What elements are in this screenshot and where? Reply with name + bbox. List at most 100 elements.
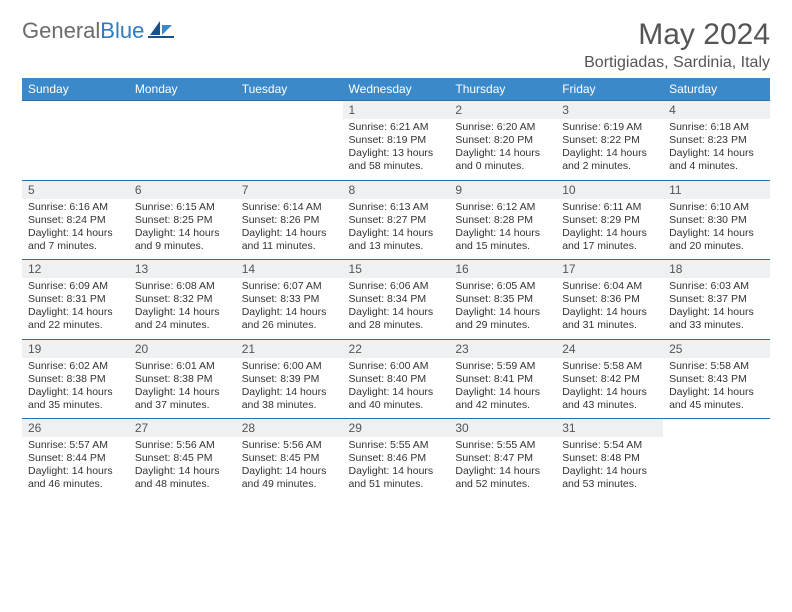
day-body: Sunrise: 5:54 AMSunset: 8:48 PMDaylight:… <box>556 437 663 498</box>
day-number: 8 <box>343 181 450 199</box>
day-body: Sunrise: 5:58 AMSunset: 8:43 PMDaylight:… <box>663 358 770 419</box>
calendar-cell: 15Sunrise: 6:06 AMSunset: 8:34 PMDayligh… <box>343 260 450 340</box>
calendar-row: 12Sunrise: 6:09 AMSunset: 8:31 PMDayligh… <box>22 260 770 340</box>
day-body: Sunrise: 6:14 AMSunset: 8:26 PMDaylight:… <box>236 199 343 260</box>
day-header: Monday <box>129 78 236 101</box>
day-body: Sunrise: 6:00 AMSunset: 8:39 PMDaylight:… <box>236 358 343 419</box>
sunset-text: Sunset: 8:44 PM <box>28 452 123 465</box>
daylight-text: Daylight: 14 hours and 20 minutes. <box>669 227 764 253</box>
day-body: Sunrise: 5:55 AMSunset: 8:46 PMDaylight:… <box>343 437 450 498</box>
sunset-text: Sunset: 8:46 PM <box>349 452 444 465</box>
day-body: Sunrise: 6:03 AMSunset: 8:37 PMDaylight:… <box>663 278 770 339</box>
daylight-text: Daylight: 14 hours and 26 minutes. <box>242 306 337 332</box>
calendar-row: 19Sunrise: 6:02 AMSunset: 8:38 PMDayligh… <box>22 339 770 419</box>
daylight-text: Daylight: 14 hours and 35 minutes. <box>28 386 123 412</box>
day-body <box>22 105 129 163</box>
day-number: 4 <box>663 101 770 119</box>
day-body: Sunrise: 6:08 AMSunset: 8:32 PMDaylight:… <box>129 278 236 339</box>
day-number: 10 <box>556 181 663 199</box>
sunset-text: Sunset: 8:19 PM <box>349 134 444 147</box>
sunset-text: Sunset: 8:39 PM <box>242 373 337 386</box>
sunrise-text: Sunrise: 6:19 AM <box>562 121 657 134</box>
calendar-cell: 30Sunrise: 5:55 AMSunset: 8:47 PMDayligh… <box>449 419 556 498</box>
daylight-text: Daylight: 14 hours and 0 minutes. <box>455 147 550 173</box>
day-body: Sunrise: 6:13 AMSunset: 8:27 PMDaylight:… <box>343 199 450 260</box>
sunrise-text: Sunrise: 6:06 AM <box>349 280 444 293</box>
day-body: Sunrise: 6:18 AMSunset: 8:23 PMDaylight:… <box>663 119 770 180</box>
sunrise-text: Sunrise: 6:11 AM <box>562 201 657 214</box>
daylight-text: Daylight: 14 hours and 22 minutes. <box>28 306 123 332</box>
daylight-text: Daylight: 14 hours and 40 minutes. <box>349 386 444 412</box>
day-body: Sunrise: 6:06 AMSunset: 8:34 PMDaylight:… <box>343 278 450 339</box>
calendar-cell: 3Sunrise: 6:19 AMSunset: 8:22 PMDaylight… <box>556 101 663 181</box>
day-body <box>663 423 770 481</box>
day-number: 11 <box>663 181 770 199</box>
calendar-cell: 12Sunrise: 6:09 AMSunset: 8:31 PMDayligh… <box>22 260 129 340</box>
calendar-cell: 8Sunrise: 6:13 AMSunset: 8:27 PMDaylight… <box>343 180 450 260</box>
sunset-text: Sunset: 8:36 PM <box>562 293 657 306</box>
calendar-cell: 28Sunrise: 5:56 AMSunset: 8:45 PMDayligh… <box>236 419 343 498</box>
daylight-text: Daylight: 14 hours and 33 minutes. <box>669 306 764 332</box>
calendar-cell: 16Sunrise: 6:05 AMSunset: 8:35 PMDayligh… <box>449 260 556 340</box>
sunset-text: Sunset: 8:40 PM <box>349 373 444 386</box>
daylight-text: Daylight: 14 hours and 15 minutes. <box>455 227 550 253</box>
day-number: 16 <box>449 260 556 278</box>
sunset-text: Sunset: 8:38 PM <box>135 373 230 386</box>
sunrise-text: Sunrise: 5:58 AM <box>562 360 657 373</box>
day-header: Saturday <box>663 78 770 101</box>
sunset-text: Sunset: 8:31 PM <box>28 293 123 306</box>
sunset-text: Sunset: 8:42 PM <box>562 373 657 386</box>
sunset-text: Sunset: 8:45 PM <box>242 452 337 465</box>
sunrise-text: Sunrise: 5:56 AM <box>242 439 337 452</box>
sunset-text: Sunset: 8:48 PM <box>562 452 657 465</box>
sunrise-text: Sunrise: 5:56 AM <box>135 439 230 452</box>
sunrise-text: Sunrise: 5:55 AM <box>455 439 550 452</box>
sunset-text: Sunset: 8:41 PM <box>455 373 550 386</box>
day-number: 9 <box>449 181 556 199</box>
day-body <box>236 105 343 163</box>
day-header: Tuesday <box>236 78 343 101</box>
title-block: May 2024 Bortigiadas, Sardinia, Italy <box>584 18 770 72</box>
day-body: Sunrise: 5:55 AMSunset: 8:47 PMDaylight:… <box>449 437 556 498</box>
day-body: Sunrise: 5:59 AMSunset: 8:41 PMDaylight:… <box>449 358 556 419</box>
calendar-cell: 18Sunrise: 6:03 AMSunset: 8:37 PMDayligh… <box>663 260 770 340</box>
day-body: Sunrise: 6:11 AMSunset: 8:29 PMDaylight:… <box>556 199 663 260</box>
sunrise-text: Sunrise: 6:04 AM <box>562 280 657 293</box>
sunset-text: Sunset: 8:22 PM <box>562 134 657 147</box>
sunset-text: Sunset: 8:26 PM <box>242 214 337 227</box>
sunrise-text: Sunrise: 5:58 AM <box>669 360 764 373</box>
day-number: 1 <box>343 101 450 119</box>
day-body: Sunrise: 6:01 AMSunset: 8:38 PMDaylight:… <box>129 358 236 419</box>
sunrise-text: Sunrise: 6:16 AM <box>28 201 123 214</box>
sunset-text: Sunset: 8:29 PM <box>562 214 657 227</box>
day-number: 2 <box>449 101 556 119</box>
daylight-text: Daylight: 14 hours and 38 minutes. <box>242 386 337 412</box>
sunrise-text: Sunrise: 6:10 AM <box>669 201 764 214</box>
daylight-text: Daylight: 14 hours and 24 minutes. <box>135 306 230 332</box>
sunset-text: Sunset: 8:35 PM <box>455 293 550 306</box>
day-number: 14 <box>236 260 343 278</box>
sunrise-text: Sunrise: 6:09 AM <box>28 280 123 293</box>
calendar-body: 1Sunrise: 6:21 AMSunset: 8:19 PMDaylight… <box>22 101 770 498</box>
sunrise-text: Sunrise: 6:00 AM <box>349 360 444 373</box>
daylight-text: Daylight: 14 hours and 49 minutes. <box>242 465 337 491</box>
logo: GeneralBlue <box>22 18 174 44</box>
day-number: 27 <box>129 419 236 437</box>
day-body: Sunrise: 6:19 AMSunset: 8:22 PMDaylight:… <box>556 119 663 180</box>
location: Bortigiadas, Sardinia, Italy <box>584 54 770 72</box>
day-body: Sunrise: 6:00 AMSunset: 8:40 PMDaylight:… <box>343 358 450 419</box>
daylight-text: Daylight: 14 hours and 17 minutes. <box>562 227 657 253</box>
logo-sail-icon <box>148 19 174 44</box>
logo-text-gray: General <box>22 18 100 43</box>
day-number: 21 <box>236 340 343 358</box>
calendar-row: 1Sunrise: 6:21 AMSunset: 8:19 PMDaylight… <box>22 101 770 181</box>
day-number: 25 <box>663 340 770 358</box>
sunrise-text: Sunrise: 5:55 AM <box>349 439 444 452</box>
daylight-text: Daylight: 14 hours and 4 minutes. <box>669 147 764 173</box>
daylight-text: Daylight: 14 hours and 42 minutes. <box>455 386 550 412</box>
sunrise-text: Sunrise: 6:15 AM <box>135 201 230 214</box>
calendar-cell: 27Sunrise: 5:56 AMSunset: 8:45 PMDayligh… <box>129 419 236 498</box>
calendar-cell: 9Sunrise: 6:12 AMSunset: 8:28 PMDaylight… <box>449 180 556 260</box>
daylight-text: Daylight: 13 hours and 58 minutes. <box>349 147 444 173</box>
sunrise-text: Sunrise: 6:00 AM <box>242 360 337 373</box>
